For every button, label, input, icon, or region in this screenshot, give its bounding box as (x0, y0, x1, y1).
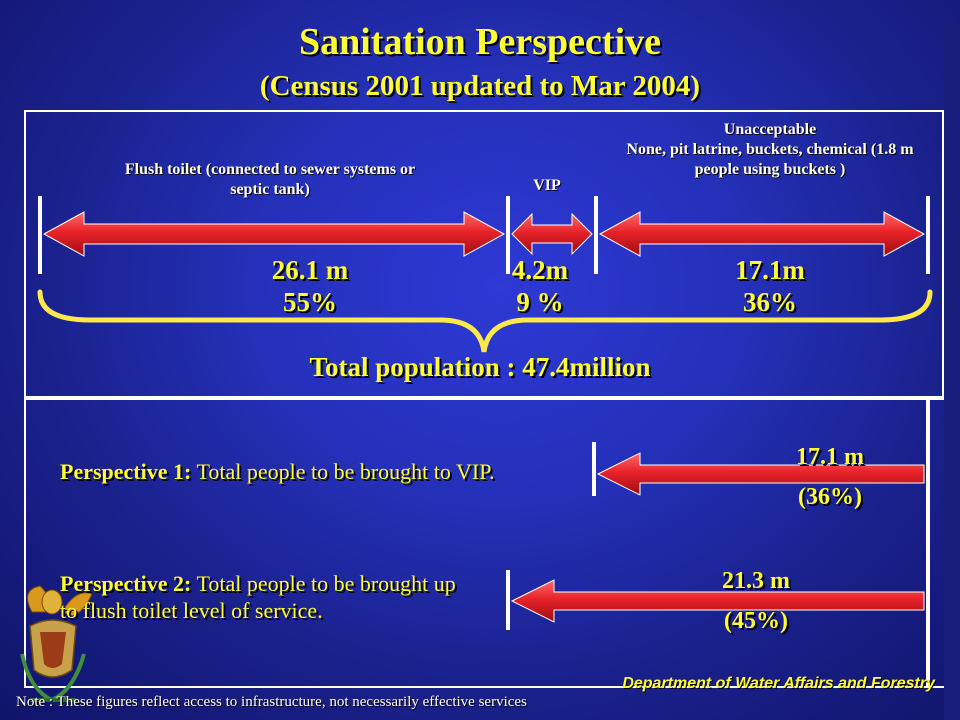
flush-toilet-amount: 26.1 m (271, 255, 349, 285)
perspective-1-label: Perspective 1: (60, 459, 192, 484)
lower-right-bar (926, 400, 930, 688)
total-brace (37, 289, 933, 353)
total-population: Total population : 47.4million (309, 352, 651, 382)
perspective-2-description: Total people to be brought up to flush t… (60, 571, 456, 623)
perspective1-arrow (596, 452, 925, 496)
boundary-bar-left (38, 196, 42, 274)
perspective1-bar (592, 442, 596, 496)
perspective-1-amount: 17.1 m (796, 444, 864, 470)
perspective-1-description: Total people to be brought to VIP. (196, 459, 495, 484)
unacceptable-percent: 36% (743, 287, 797, 317)
boundary-bar-mid1 (506, 196, 510, 274)
lower-panel-bottom-border (24, 686, 944, 688)
perspective-1-percent: (36%) (798, 484, 862, 510)
flush-toilet-values: 26.1 m 55% (210, 254, 410, 318)
unacceptable-heading: Unacceptable (723, 121, 817, 138)
footnote: Note : These figures reflect access to i… (16, 694, 527, 710)
unacceptable-caption: Unacceptable None, pit latrine, buckets,… (620, 120, 920, 180)
boundary-bar-mid2 (594, 196, 598, 274)
distribution-panel (24, 110, 944, 398)
department-name: Department of Water Affairs and Forestry (622, 675, 935, 692)
lower-panel-left-border (24, 398, 26, 688)
flush-toilet-arrow (42, 211, 506, 257)
perspective-1-text: Perspective 1: Total people to be brough… (60, 458, 620, 485)
perspective2-arrow (510, 579, 925, 623)
unacceptable-arrow (598, 211, 926, 257)
perspective2-bar (506, 570, 510, 630)
flush-toilet-caption: Flush toilet (connected to sewer systems… (124, 161, 416, 198)
coat-of-arms-emblem (20, 585, 93, 703)
vip-caption: VIP (533, 177, 561, 194)
unacceptable-amount: 17.1m (735, 255, 805, 285)
unacceptable-values: 17.1m 36% (670, 254, 870, 318)
vip-percent: 9 % (516, 287, 564, 317)
flush-toilet-percent: 55% (283, 287, 337, 317)
frame-right-strip (944, 24, 960, 720)
perspective-2-amount: 21.3 m (722, 568, 790, 594)
vip-arrow (511, 212, 593, 256)
slide-subtitle: (Census 2001 updated to Mar 2004) (259, 70, 701, 102)
vip-amount: 4.2m (511, 255, 569, 285)
perspective-2-percent: (45%) (724, 608, 788, 634)
perspective-2-label: Perspective 2: (60, 571, 192, 596)
boundary-bar-right (926, 196, 930, 274)
vip-values: 4.2m 9 % (490, 254, 590, 318)
perspective-2-text: Perspective 2: Total people to be brough… (60, 570, 460, 624)
lower-panel-top-border (24, 398, 944, 400)
unacceptable-detail: None, pit latrine, buckets, chemical (1.… (626, 141, 914, 178)
slide-title: Sanitation Perspective (298, 21, 661, 63)
